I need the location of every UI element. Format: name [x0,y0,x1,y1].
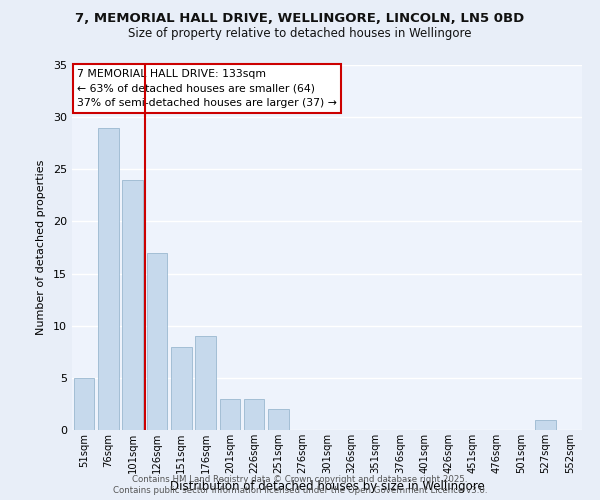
Y-axis label: Number of detached properties: Number of detached properties [36,160,46,335]
Text: 7 MEMORIAL HALL DRIVE: 133sqm
← 63% of detached houses are smaller (64)
37% of s: 7 MEMORIAL HALL DRIVE: 133sqm ← 63% of d… [77,68,337,108]
Text: Contains HM Land Registry data © Crown copyright and database right 2025.: Contains HM Land Registry data © Crown c… [132,475,468,484]
Text: 7, MEMORIAL HALL DRIVE, WELLINGORE, LINCOLN, LN5 0BD: 7, MEMORIAL HALL DRIVE, WELLINGORE, LINC… [76,12,524,26]
Bar [146,252,167,430]
Bar [535,420,556,430]
Text: Size of property relative to detached houses in Wellingore: Size of property relative to detached ho… [128,28,472,40]
Bar [195,336,216,430]
Bar [244,398,265,430]
Bar [268,409,289,430]
Bar [98,128,119,430]
Bar [74,378,94,430]
Bar [122,180,143,430]
Bar [171,346,191,430]
Bar [220,398,240,430]
X-axis label: Distribution of detached houses by size in Wellingore: Distribution of detached houses by size … [170,480,484,493]
Text: Contains public sector information licensed under the Open Government Licence v3: Contains public sector information licen… [113,486,487,495]
